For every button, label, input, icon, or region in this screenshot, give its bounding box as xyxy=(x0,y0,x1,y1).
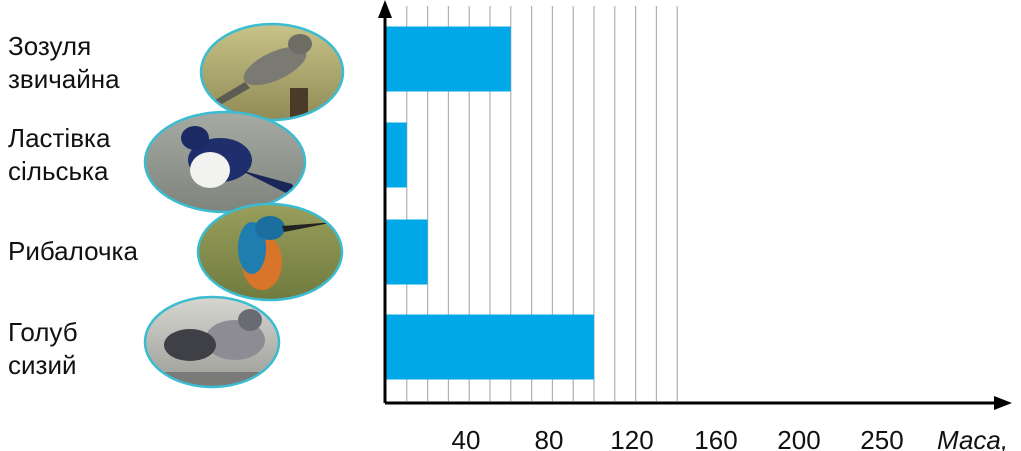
x-tick-label: 250 xyxy=(860,425,903,451)
bars xyxy=(386,26,594,380)
tick-labels: 40 80 120 160 200 250 xyxy=(452,425,904,451)
category-label-cuckoo: Зозуля звичайна xyxy=(8,30,120,96)
bird-image-pigeon xyxy=(143,295,281,389)
category-label-line: Рибалочка xyxy=(8,236,138,266)
x-tick-label: 200 xyxy=(777,425,820,451)
x-axis-arrow xyxy=(994,396,1012,410)
category-label-line: Голуб xyxy=(8,317,78,347)
bird-image-swallow xyxy=(143,110,307,214)
y-axis-arrow xyxy=(378,0,392,18)
category-label-swallow: Ластівка сільська xyxy=(8,122,110,188)
x-tick-label: 160 xyxy=(694,425,737,451)
x-axis-title: Маса, xyxy=(937,425,1008,451)
category-label-line: Ластівка xyxy=(8,123,111,153)
bird-image-kingfisher xyxy=(196,202,344,302)
x-tick-label: 40 xyxy=(452,425,481,451)
category-label-line: сизий xyxy=(8,350,77,380)
bar xyxy=(386,219,428,285)
category-label-line: сільська xyxy=(8,156,109,186)
x-tick-label: 120 xyxy=(610,425,653,451)
bar xyxy=(386,122,407,188)
category-label-line: Зозуля xyxy=(8,31,92,61)
bird-image-cuckoo xyxy=(199,22,345,122)
category-label-line: звичайна xyxy=(8,64,120,94)
category-label-pigeon: Голуб сизий xyxy=(8,316,78,382)
bar xyxy=(386,314,594,380)
category-label-kingfisher: Рибалочка xyxy=(8,235,138,268)
bar xyxy=(386,26,511,92)
x-tick-label: 80 xyxy=(535,425,564,451)
